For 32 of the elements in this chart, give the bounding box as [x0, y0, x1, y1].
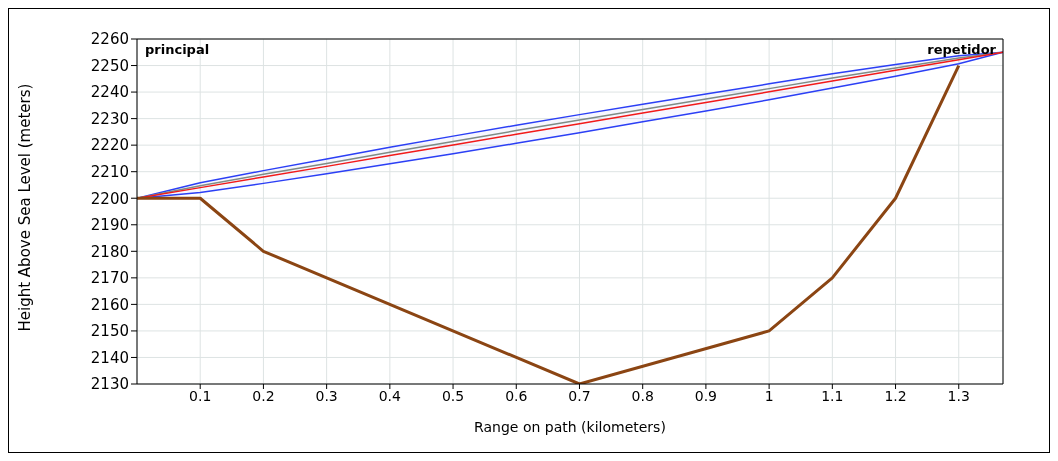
y-tick-label: 2240: [90, 83, 129, 102]
x-tick-label: 0.2: [252, 387, 275, 404]
annotation: principal: [145, 42, 210, 57]
x-tick-label: 0.3: [315, 387, 338, 404]
y-tick-label: 2140: [90, 348, 129, 367]
x-tick-label: 1.2: [884, 387, 907, 404]
x-tick-label: 0.1: [189, 387, 212, 404]
x-tick-label: 1: [764, 387, 774, 404]
y-tick-label: 2150: [90, 322, 129, 341]
y-tick-label: 2210: [90, 163, 129, 182]
y-tick-label: 2250: [90, 56, 129, 75]
x-tick-label: 0.7: [568, 387, 591, 404]
x-tick-label: 1.1: [821, 387, 844, 404]
y-tick-label: 2180: [90, 242, 129, 261]
x-tick-label: 0.6: [505, 387, 528, 404]
y-tick-label: 2220: [90, 136, 129, 155]
y-tick-label: 2130: [90, 375, 129, 394]
y-tick-label: 2160: [90, 295, 129, 314]
y-tick-label: 2170: [90, 269, 129, 288]
x-tick-label: 0.9: [694, 387, 718, 404]
x-tick-label: 0.4: [378, 387, 402, 404]
y-tick-label: 2190: [90, 216, 129, 235]
y-tick-label: 2200: [90, 189, 129, 208]
x-tick-label: 0.5: [441, 387, 465, 404]
line-series: [137, 64, 961, 384]
x-axis-title: Range on path (kilometers): [474, 419, 666, 435]
x-tick-label: 0.8: [631, 387, 654, 404]
y-tick-label: 2260: [90, 30, 129, 49]
annotation: repetidor: [927, 42, 996, 57]
x-tick-label: 1.3: [947, 387, 970, 404]
y-axis-title: Height Above Sea Level (meters): [16, 83, 35, 332]
y-tick-label: 2230: [90, 109, 129, 128]
